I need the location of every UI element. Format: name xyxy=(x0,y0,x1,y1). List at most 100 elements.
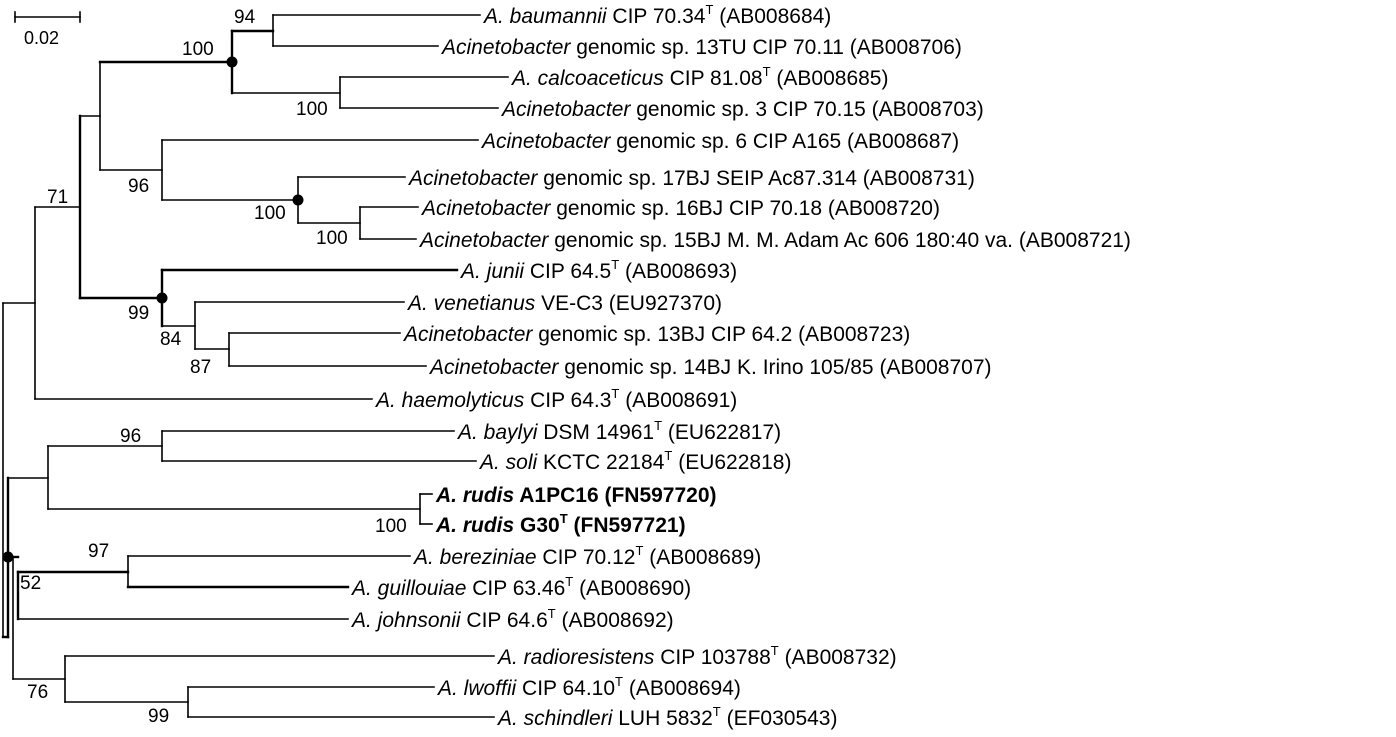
taxon-label-part: A. lwoffii xyxy=(436,677,518,700)
taxon-label: Acinetobacter genomic sp. 13TU CIP 70.11… xyxy=(440,36,962,59)
bootstrap-labels: 94 100 100 96 100 100 71 99 84 87 96 100… xyxy=(20,7,407,727)
taxon-label-part: KCTC 22184 xyxy=(537,451,665,474)
taxon-label: A. johnsonii CIP 64.6T (AB008692) xyxy=(350,606,674,632)
taxon-label-part: Acinetobacter xyxy=(480,130,611,153)
taxon-label-part: A. bereziniae xyxy=(412,546,537,569)
taxon-label-part: CIP 64.6 xyxy=(461,609,548,632)
taxon-label-part: A. baumannii xyxy=(482,5,608,28)
taxon-label-part: CIP 63.46 xyxy=(466,577,565,600)
taxon-label-part: A. venetianus xyxy=(406,292,536,315)
taxon-label-part: T xyxy=(615,674,623,689)
node-dot xyxy=(292,194,304,206)
bootstrap-label: 99 xyxy=(148,706,169,727)
taxon-label-part: G30 xyxy=(514,514,560,537)
bootstrap-label: 100 xyxy=(316,228,348,249)
node-markers xyxy=(2,56,304,563)
taxon-label-part: (AB008685) xyxy=(771,67,889,90)
taxon-label-part: LUH 5832 xyxy=(612,707,712,730)
taxon-label-part: genomic sp. 13TU CIP 70.11 (AB008706) xyxy=(570,36,961,59)
taxon-label-part: Acinetobacter xyxy=(402,323,533,346)
taxon-label-part: A. calcoaceticus xyxy=(510,67,664,90)
taxon-label-part: (EF030543) xyxy=(721,707,838,730)
taxon-label-part: T xyxy=(713,704,721,719)
taxon-label: A. haemolyticus CIP 64.3T (AB008691) xyxy=(374,386,737,412)
node-dot xyxy=(156,292,168,304)
taxon-label-part: CIP 64.10 xyxy=(516,677,615,700)
taxon-label-part: T xyxy=(548,606,556,621)
taxon-label-part: Acinetobacter xyxy=(428,356,559,379)
taxon-label-part: A. haemolyticus xyxy=(374,389,525,412)
bootstrap-label: 96 xyxy=(128,176,149,197)
taxon-label-part: T xyxy=(565,574,573,589)
taxon-label-part: Acinetobacter xyxy=(500,98,631,121)
taxon-label-part: Acinetobacter xyxy=(407,167,538,190)
taxon-label-part: genomic sp. 16BJ CIP 70.18 (AB008720) xyxy=(550,197,940,220)
taxon-label-part: genomic sp. 13BJ CIP 64.2 (AB008723) xyxy=(532,323,910,346)
taxon-label-part: T xyxy=(763,64,771,79)
taxon-label: Acinetobacter genomic sp. 6 CIP A165 (AB… xyxy=(480,130,959,153)
taxon-label: A. rudis G30T (FN597721) xyxy=(435,511,686,537)
taxon-label: A. rudis A1PC16 (FN597720) xyxy=(435,484,717,507)
taxon-label-part: (AB008684) xyxy=(713,5,831,28)
bootstrap-label: 94 xyxy=(234,7,256,28)
taxon-label-part: Acinetobacter xyxy=(420,197,551,220)
taxon-label-part: (AB008693) xyxy=(619,260,737,283)
taxon-labels: A. baumannii CIP 70.34T (AB008684) Acine… xyxy=(350,2,1131,730)
taxon-label-part: Acinetobacter xyxy=(418,229,549,252)
taxon-label-part: CIP 81.08 xyxy=(664,67,763,90)
taxon-label-part: A. radioresistens xyxy=(496,646,655,669)
taxon-label: Acinetobacter genomic sp. 13BJ CIP 64.2 … xyxy=(402,323,910,346)
taxon-label-part: genomic sp. 15BJ M. M. Adam Ac 606 180:4… xyxy=(548,229,1131,252)
taxon-label: Acinetobacter genomic sp. 3 CIP 70.15 (A… xyxy=(500,98,984,121)
taxon-label-part: (FN597721) xyxy=(568,514,686,537)
bootstrap-label: 100 xyxy=(296,99,328,120)
taxon-label-part: genomic sp. 3 CIP 70.15 (AB008703) xyxy=(630,98,983,121)
taxon-label-part: genomic sp. 14BJ K. Irino 105/85 (AB0087… xyxy=(558,356,991,379)
taxon-label: A. baumannii CIP 70.34T (AB008684) xyxy=(482,2,831,28)
taxon-label: Acinetobacter genomic sp. 17BJ SEIP Ac87… xyxy=(407,167,975,190)
taxon-label-part: T xyxy=(771,643,779,658)
bootstrap-label: 100 xyxy=(254,203,286,224)
tree-branches xyxy=(1,14,509,718)
bootstrap-label: 96 xyxy=(120,426,141,447)
taxon-label: A. baylyi DSM 14961T (EU622817) xyxy=(456,418,781,444)
taxon-label-part: (AB008690) xyxy=(573,577,691,600)
bootstrap-label: 87 xyxy=(190,357,211,378)
taxon-label-part: (EU622817) xyxy=(662,421,781,444)
taxon-label: A. schindleri LUH 5832T (EF030543) xyxy=(496,704,837,730)
taxon-label-part: genomic sp. 17BJ SEIP Ac87.314 (AB008731… xyxy=(537,167,974,190)
taxon-label-part: T xyxy=(611,257,619,272)
taxon-label-part: CIP 64.3 xyxy=(524,389,611,412)
bootstrap-label: 99 xyxy=(128,303,149,324)
bootstrap-label: 97 xyxy=(88,541,109,562)
taxon-label-part: A. rudis xyxy=(435,484,514,507)
bootstrap-label: 71 xyxy=(47,187,68,208)
taxon-label-part: (AB008694) xyxy=(623,677,741,700)
taxon-label: A. junii CIP 64.5T (AB008693) xyxy=(459,257,737,283)
taxon-label-part: CIP 103788 xyxy=(654,646,770,669)
taxon-label-part: T xyxy=(705,2,713,17)
taxon-label: Acinetobacter genomic sp. 16BJ CIP 70.18… xyxy=(420,197,940,220)
scale-bar-label: 0.02 xyxy=(24,28,59,48)
taxon-label: A. soli KCTC 22184T (EU622818) xyxy=(478,448,791,474)
node-dot xyxy=(2,551,14,563)
taxon-label-part: T xyxy=(654,418,662,433)
bootstrap-label: 100 xyxy=(182,39,214,60)
taxon-label-part: (EU622818) xyxy=(672,451,791,474)
node-dot xyxy=(226,56,238,68)
taxon-label-part: VE-C3 (EU927370) xyxy=(535,292,722,315)
bootstrap-label: 100 xyxy=(375,516,407,537)
taxon-label: Acinetobacter genomic sp. 15BJ M. M. Ada… xyxy=(418,229,1131,252)
taxon-label-part: A. johnsonii xyxy=(350,609,462,632)
taxon-label-part: A. baylyi xyxy=(456,421,539,444)
taxon-label-part: T xyxy=(664,448,672,463)
taxon-label: A. bereziniae CIP 70.12T (AB008689) xyxy=(412,543,761,569)
taxon-label-part: (AB008732) xyxy=(779,646,897,669)
taxon-label: A. calcoaceticus CIP 81.08T (AB008685) xyxy=(510,64,888,90)
taxon-label-part: T xyxy=(611,386,619,401)
taxon-label-part: A. guillouiae xyxy=(350,577,466,600)
taxon-label-part: CIP 64.5 xyxy=(524,260,611,283)
taxon-label-part: A. soli xyxy=(478,451,539,474)
taxon-label-part: A. schindleri xyxy=(496,707,614,730)
